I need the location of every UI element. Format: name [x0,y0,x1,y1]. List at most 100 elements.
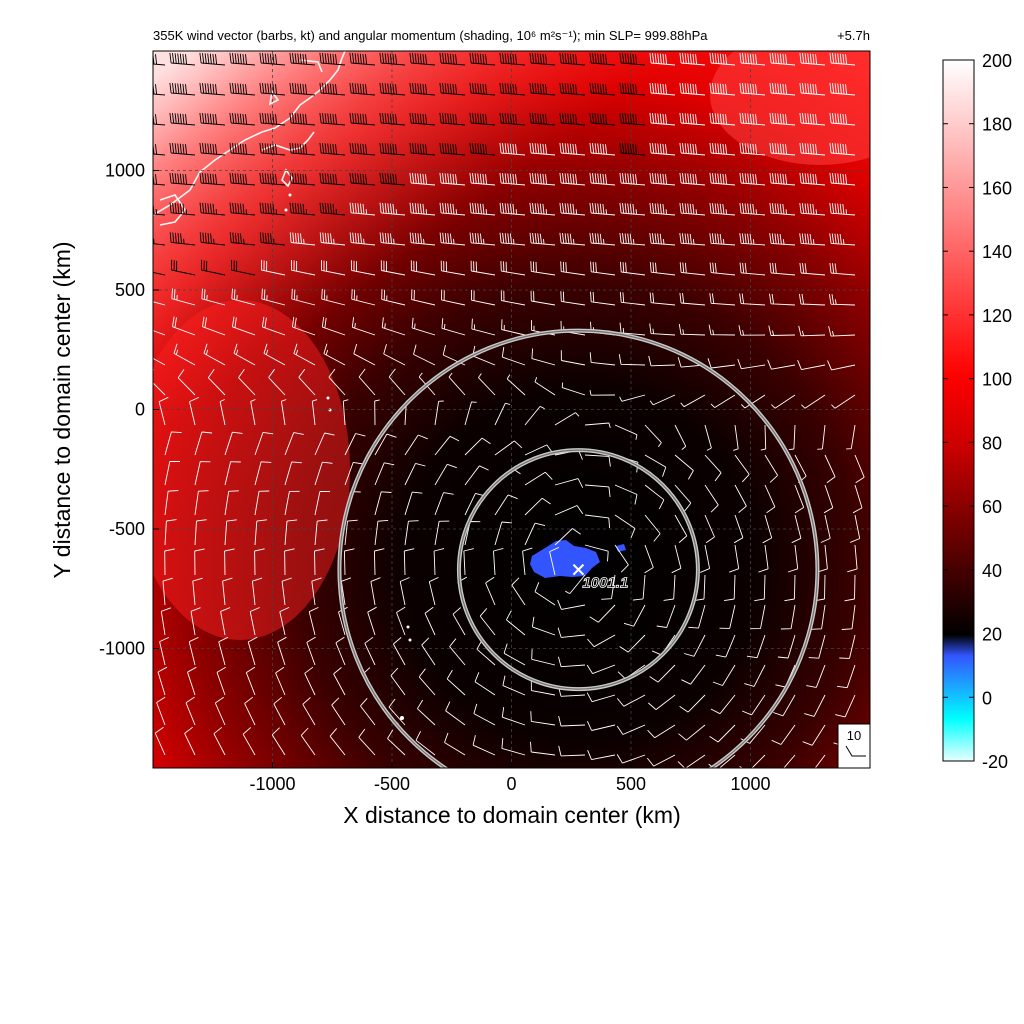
wind-barb [224,461,241,486]
wind-barb [351,289,376,306]
wind-barb [534,582,556,606]
wind-barb [364,636,376,666]
wind-barb [589,112,616,126]
wind-barb [153,357,166,366]
wind-barb [374,519,389,546]
wind-barb [522,547,533,576]
wind-barb [344,433,366,456]
wind-barb [229,82,256,96]
wind-barb [531,348,556,366]
wind-barb [314,491,331,516]
wind-barb [846,424,856,450]
wind-barb [589,202,616,216]
wind-barb [446,669,466,696]
wind-barb [644,484,665,510]
wind-barb [559,172,586,186]
wind-barb [777,634,796,659]
colorbar-tick-label: 120 [982,306,1012,326]
wind-barb [381,317,406,336]
wind-barb [733,424,739,451]
wind-barb [586,664,616,675]
wind-barb [277,636,287,666]
wind-barb [273,696,286,726]
wind-barb [811,604,826,630]
wind-barb [353,343,376,366]
wind-barb [216,666,226,696]
wind-barb [511,577,526,606]
wind-barb [680,394,706,408]
y-axis-label: Y distance to domain center (km) [49,241,75,578]
wind-barb [213,726,226,756]
wind-barb [164,519,177,546]
wind-barb [649,394,676,406]
wind-barb [379,142,406,156]
wind-barb [409,232,436,246]
wind-barb [829,202,856,216]
wind-barb [769,172,796,186]
wind-barb [799,262,826,276]
wind-barb [333,667,346,696]
wind-barb [238,369,256,396]
wind-barb [493,547,504,576]
wind-barb [647,724,676,739]
wind-barb [799,172,826,186]
wind-barb [404,491,423,516]
wind-barb [619,261,646,276]
wind-barb [530,741,556,756]
wind-barb [704,454,722,482]
wind-barb [500,260,526,276]
wind-barb [619,394,646,402]
wind-barb [780,604,796,630]
wind-barb [259,52,286,66]
colorbar-tick-label: 0 [982,688,992,708]
wind-barb [554,412,580,426]
wind-barb [259,172,286,186]
wind-barb [409,202,436,216]
wind-barb [559,112,586,126]
wind-barb [769,142,796,156]
wind-barb [784,574,796,602]
wind-barb [739,262,766,276]
wind-barb [677,754,706,768]
wind-barb [374,399,380,426]
wind-barb [229,232,256,246]
wind-barb [284,432,304,456]
wind-barb [500,290,526,306]
wind-barb [261,288,286,306]
wind-barb [499,52,526,66]
wind-barb [733,514,744,544]
wind-barb [485,576,496,606]
wind-barb [314,432,335,456]
wind-barb [831,394,856,409]
wind-barb [586,721,616,731]
wind-barb [644,424,662,447]
wind-barb [769,82,796,96]
wind-barb [560,291,586,306]
wind-barb [827,360,856,371]
wind-barb [379,82,406,96]
wind-barb [739,172,766,186]
wind-barb [464,465,489,486]
wind-barb [319,112,346,126]
wind-barb [584,544,609,562]
wind-barb [388,698,406,726]
wind-barb [411,289,436,306]
wind-barb [740,394,766,409]
wind-barb [674,484,692,512]
wind-barb [360,697,376,726]
wind-barb [619,112,646,126]
wind-barb [399,577,410,606]
wind-barb [499,142,526,156]
wind-barb [388,368,406,396]
wind-barb [799,233,826,246]
wind-barb [709,82,736,96]
wind-barb [679,233,706,246]
wind-barb [754,574,766,602]
wind-barb [158,396,169,426]
wind-barb [188,636,199,666]
wind-barb [185,696,196,726]
wind-barb [229,112,256,126]
wind-barb [409,172,436,186]
colorbar-tick-label: 140 [982,242,1012,262]
wind-barb [734,484,747,513]
